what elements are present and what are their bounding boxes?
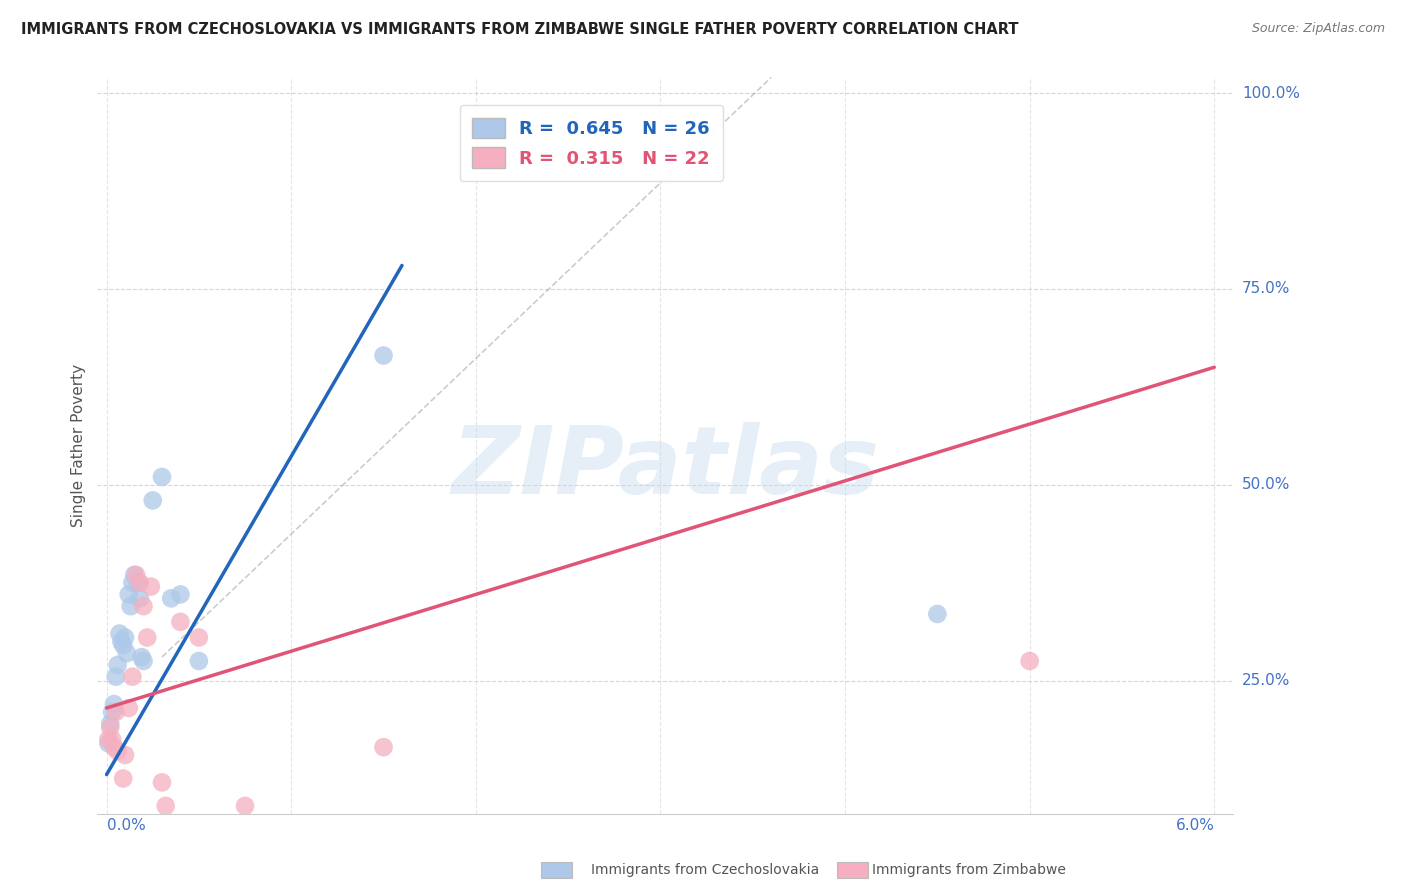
Point bbox=[127, 575, 149, 590]
Point bbox=[125, 567, 148, 582]
Point bbox=[97, 732, 120, 747]
Point bbox=[118, 587, 141, 601]
Text: Immigrants from Zimbabwe: Immigrants from Zimbabwe bbox=[872, 863, 1066, 877]
Point bbox=[132, 599, 155, 614]
Point bbox=[97, 736, 120, 750]
Point bbox=[131, 650, 153, 665]
Point bbox=[98, 716, 121, 731]
Point bbox=[98, 721, 121, 735]
Point bbox=[150, 775, 173, 789]
Point bbox=[104, 705, 127, 719]
Text: 6.0%: 6.0% bbox=[1175, 818, 1215, 832]
Text: 25.0%: 25.0% bbox=[1241, 673, 1291, 688]
Point bbox=[103, 740, 125, 755]
Text: 0.0%: 0.0% bbox=[107, 818, 145, 832]
Point bbox=[187, 631, 209, 645]
Legend: R =  0.645   N = 26, R =  0.315   N = 22: R = 0.645 N = 26, R = 0.315 N = 22 bbox=[460, 105, 723, 181]
Point bbox=[128, 591, 150, 606]
Point bbox=[107, 657, 129, 672]
Point bbox=[101, 705, 124, 719]
Text: 100.0%: 100.0% bbox=[1241, 86, 1301, 101]
Point bbox=[927, 607, 949, 621]
Point bbox=[169, 587, 191, 601]
Point bbox=[233, 798, 256, 813]
Point bbox=[136, 631, 159, 645]
Point bbox=[139, 580, 162, 594]
Point bbox=[114, 747, 136, 762]
Point bbox=[101, 732, 124, 747]
Point bbox=[108, 626, 131, 640]
Point bbox=[115, 646, 138, 660]
Point bbox=[1018, 654, 1040, 668]
Text: 75.0%: 75.0% bbox=[1241, 282, 1291, 296]
Point bbox=[124, 567, 146, 582]
Point bbox=[114, 631, 136, 645]
Text: Source: ZipAtlas.com: Source: ZipAtlas.com bbox=[1251, 22, 1385, 36]
Point bbox=[160, 591, 183, 606]
Point bbox=[142, 493, 165, 508]
Point bbox=[121, 575, 143, 590]
Text: 50.0%: 50.0% bbox=[1241, 477, 1291, 492]
Point bbox=[128, 575, 150, 590]
Point bbox=[373, 349, 395, 363]
Point bbox=[107, 744, 129, 758]
Point bbox=[120, 599, 142, 614]
Point bbox=[187, 654, 209, 668]
Point bbox=[155, 798, 177, 813]
Text: ZIPatlas: ZIPatlas bbox=[451, 422, 879, 514]
Point bbox=[110, 634, 132, 648]
Point bbox=[121, 670, 143, 684]
Point bbox=[150, 470, 173, 484]
Text: IMMIGRANTS FROM CZECHOSLOVAKIA VS IMMIGRANTS FROM ZIMBABWE SINGLE FATHER POVERTY: IMMIGRANTS FROM CZECHOSLOVAKIA VS IMMIGR… bbox=[21, 22, 1018, 37]
Point bbox=[118, 701, 141, 715]
Point bbox=[373, 740, 395, 755]
Point bbox=[132, 654, 155, 668]
Point bbox=[112, 772, 135, 786]
Point bbox=[103, 697, 125, 711]
Point bbox=[104, 670, 127, 684]
Y-axis label: Single Father Poverty: Single Father Poverty bbox=[72, 364, 86, 527]
Point bbox=[169, 615, 191, 629]
Text: Immigrants from Czechoslovakia: Immigrants from Czechoslovakia bbox=[591, 863, 818, 877]
Point bbox=[112, 638, 135, 652]
